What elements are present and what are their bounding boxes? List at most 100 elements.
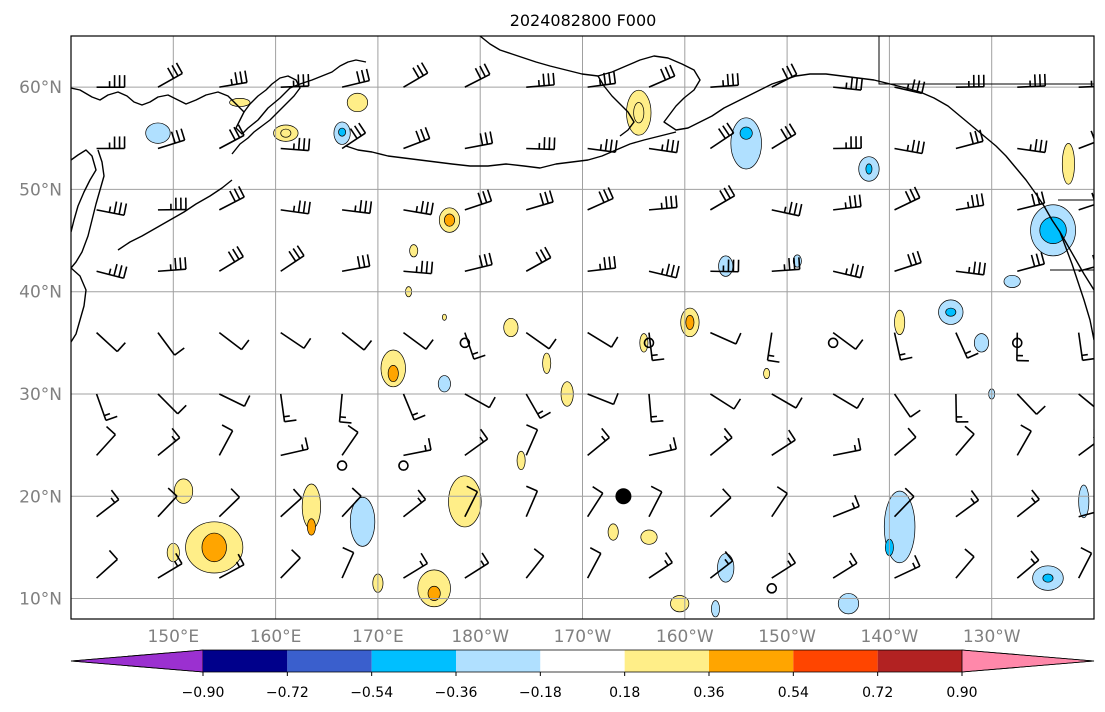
contour-patch-53 bbox=[1003, 274, 1021, 288]
wind-barb-3 bbox=[280, 74, 310, 88]
border-alaska-canada bbox=[878, 36, 1094, 85]
wind-barb-110 bbox=[587, 427, 610, 456]
wind-barb-105 bbox=[280, 437, 309, 457]
contour-patch-20 bbox=[427, 585, 441, 601]
contour-patch-24 bbox=[448, 475, 482, 528]
wind-barb-12 bbox=[833, 77, 864, 91]
location-marker bbox=[615, 488, 632, 505]
wind-barb-46 bbox=[833, 194, 862, 211]
wind-barb-78 bbox=[710, 331, 742, 345]
lat-tick-labels: 60°N 50°N 40°N 30°N 20°N 10°N bbox=[19, 78, 62, 609]
coastlines bbox=[71, 36, 1094, 343]
wind-barb-51 bbox=[96, 263, 128, 280]
wind-barb-2 bbox=[219, 70, 248, 88]
contour-patch-33 bbox=[640, 529, 658, 545]
wind-barb-64 bbox=[894, 250, 922, 273]
lon-tick-label-6: 150°W bbox=[758, 627, 816, 647]
wind-barb-39 bbox=[403, 200, 434, 216]
wind-barb-62 bbox=[771, 257, 801, 273]
lat-tick-label-3: 30°N bbox=[19, 385, 62, 405]
wind-barb-66 bbox=[1017, 252, 1046, 273]
wind-barb-42 bbox=[587, 187, 614, 211]
contour-patch-37 bbox=[730, 117, 762, 170]
contour-patch-42 bbox=[763, 368, 771, 379]
wind-barb-35 bbox=[157, 197, 187, 211]
wind-barb-19 bbox=[218, 124, 245, 150]
wind-barb-85 bbox=[95, 393, 118, 422]
colorbar-bin-0 bbox=[203, 650, 288, 672]
lon-tick-label-7: 140°W bbox=[861, 627, 919, 647]
colorbar-bin-2 bbox=[371, 650, 456, 672]
calm-circle-1 bbox=[643, 337, 655, 349]
wind-barb-26 bbox=[648, 139, 680, 154]
wind-barb-86 bbox=[157, 393, 187, 415]
colorbar-under bbox=[70, 649, 204, 673]
wind-barb-37 bbox=[280, 200, 311, 215]
contour-patch-25 bbox=[503, 317, 519, 338]
contour-patch-55 bbox=[1039, 216, 1067, 244]
wind-barb-10 bbox=[710, 73, 740, 88]
wind-barb-47 bbox=[894, 186, 921, 211]
colorbar-tick-label-5: 0.18 bbox=[609, 685, 640, 701]
contour-patch-47 bbox=[837, 593, 860, 615]
wind-barb-14 bbox=[955, 74, 985, 88]
wind-barb-21 bbox=[341, 122, 367, 150]
wind-barb-8 bbox=[587, 71, 617, 88]
wind-barb-133 bbox=[955, 490, 980, 518]
wind-barb-137 bbox=[157, 552, 183, 579]
wind-barb-143 bbox=[525, 548, 545, 579]
colorbar-bin-6 bbox=[709, 650, 794, 672]
wind-barbs bbox=[95, 62, 1094, 579]
lon-tick-label-1: 160°E bbox=[250, 627, 302, 647]
contour-patch-61 bbox=[441, 313, 447, 321]
wind-barb-94 bbox=[648, 393, 664, 423]
wind-barb-84 bbox=[1077, 332, 1094, 362]
wind-barb-15 bbox=[1017, 73, 1047, 88]
wind-barb-103 bbox=[157, 427, 181, 456]
contour-patch-1 bbox=[173, 478, 194, 504]
coastline-kamchatka bbox=[231, 75, 301, 155]
wind-barb-91 bbox=[464, 393, 496, 409]
colorbar-tick-label-1: −0.72 bbox=[266, 685, 309, 701]
wind-barb-75 bbox=[525, 331, 557, 350]
wind-barb-59 bbox=[587, 256, 617, 273]
wind-barb-130 bbox=[771, 486, 788, 518]
colorbar-bin-4 bbox=[540, 650, 625, 672]
lon-tick-label-8: 130°W bbox=[963, 627, 1021, 647]
wind-barb-33 bbox=[1078, 130, 1094, 150]
colorbar-tick-label-4: −0.18 bbox=[519, 685, 562, 701]
wind-barb-119 bbox=[96, 489, 120, 518]
wind-barb-58 bbox=[525, 246, 552, 272]
wind-barb-52 bbox=[157, 257, 187, 273]
wind-barb-136 bbox=[96, 549, 119, 579]
wind-barb-13 bbox=[894, 79, 926, 95]
wind-barb-71 bbox=[280, 331, 312, 349]
wind-barb-41 bbox=[526, 190, 554, 211]
wind-barb-7 bbox=[526, 72, 555, 88]
wind-barb-68 bbox=[96, 332, 126, 353]
wind-barb-1 bbox=[157, 62, 184, 88]
wind-barb-79 bbox=[766, 332, 780, 363]
wind-barb-96 bbox=[771, 393, 803, 409]
contour-patch-46 bbox=[894, 309, 906, 336]
wind-barb-139 bbox=[280, 549, 301, 579]
map-frame bbox=[70, 35, 1095, 620]
wind-barb-70 bbox=[218, 331, 250, 351]
wind-barb-5 bbox=[403, 62, 429, 88]
calm-circle-0 bbox=[459, 337, 471, 349]
wind-barb-89 bbox=[338, 393, 352, 424]
contour-patch-52 bbox=[973, 333, 989, 353]
wind-barb-146 bbox=[709, 551, 734, 579]
wind-barb-151 bbox=[1016, 550, 1040, 579]
colorbar-bin-1 bbox=[287, 650, 372, 672]
wind-barb-34 bbox=[96, 201, 128, 217]
contour-patch-56 bbox=[1061, 143, 1075, 185]
wind-barb-87 bbox=[218, 393, 251, 407]
contour-patch-28 bbox=[516, 450, 526, 471]
wind-barb-48 bbox=[955, 193, 985, 211]
coastline-alaska bbox=[479, 36, 1094, 291]
wind-barb-81 bbox=[893, 332, 913, 361]
wind-barb-18 bbox=[157, 128, 186, 150]
wind-barb-104 bbox=[218, 424, 234, 456]
